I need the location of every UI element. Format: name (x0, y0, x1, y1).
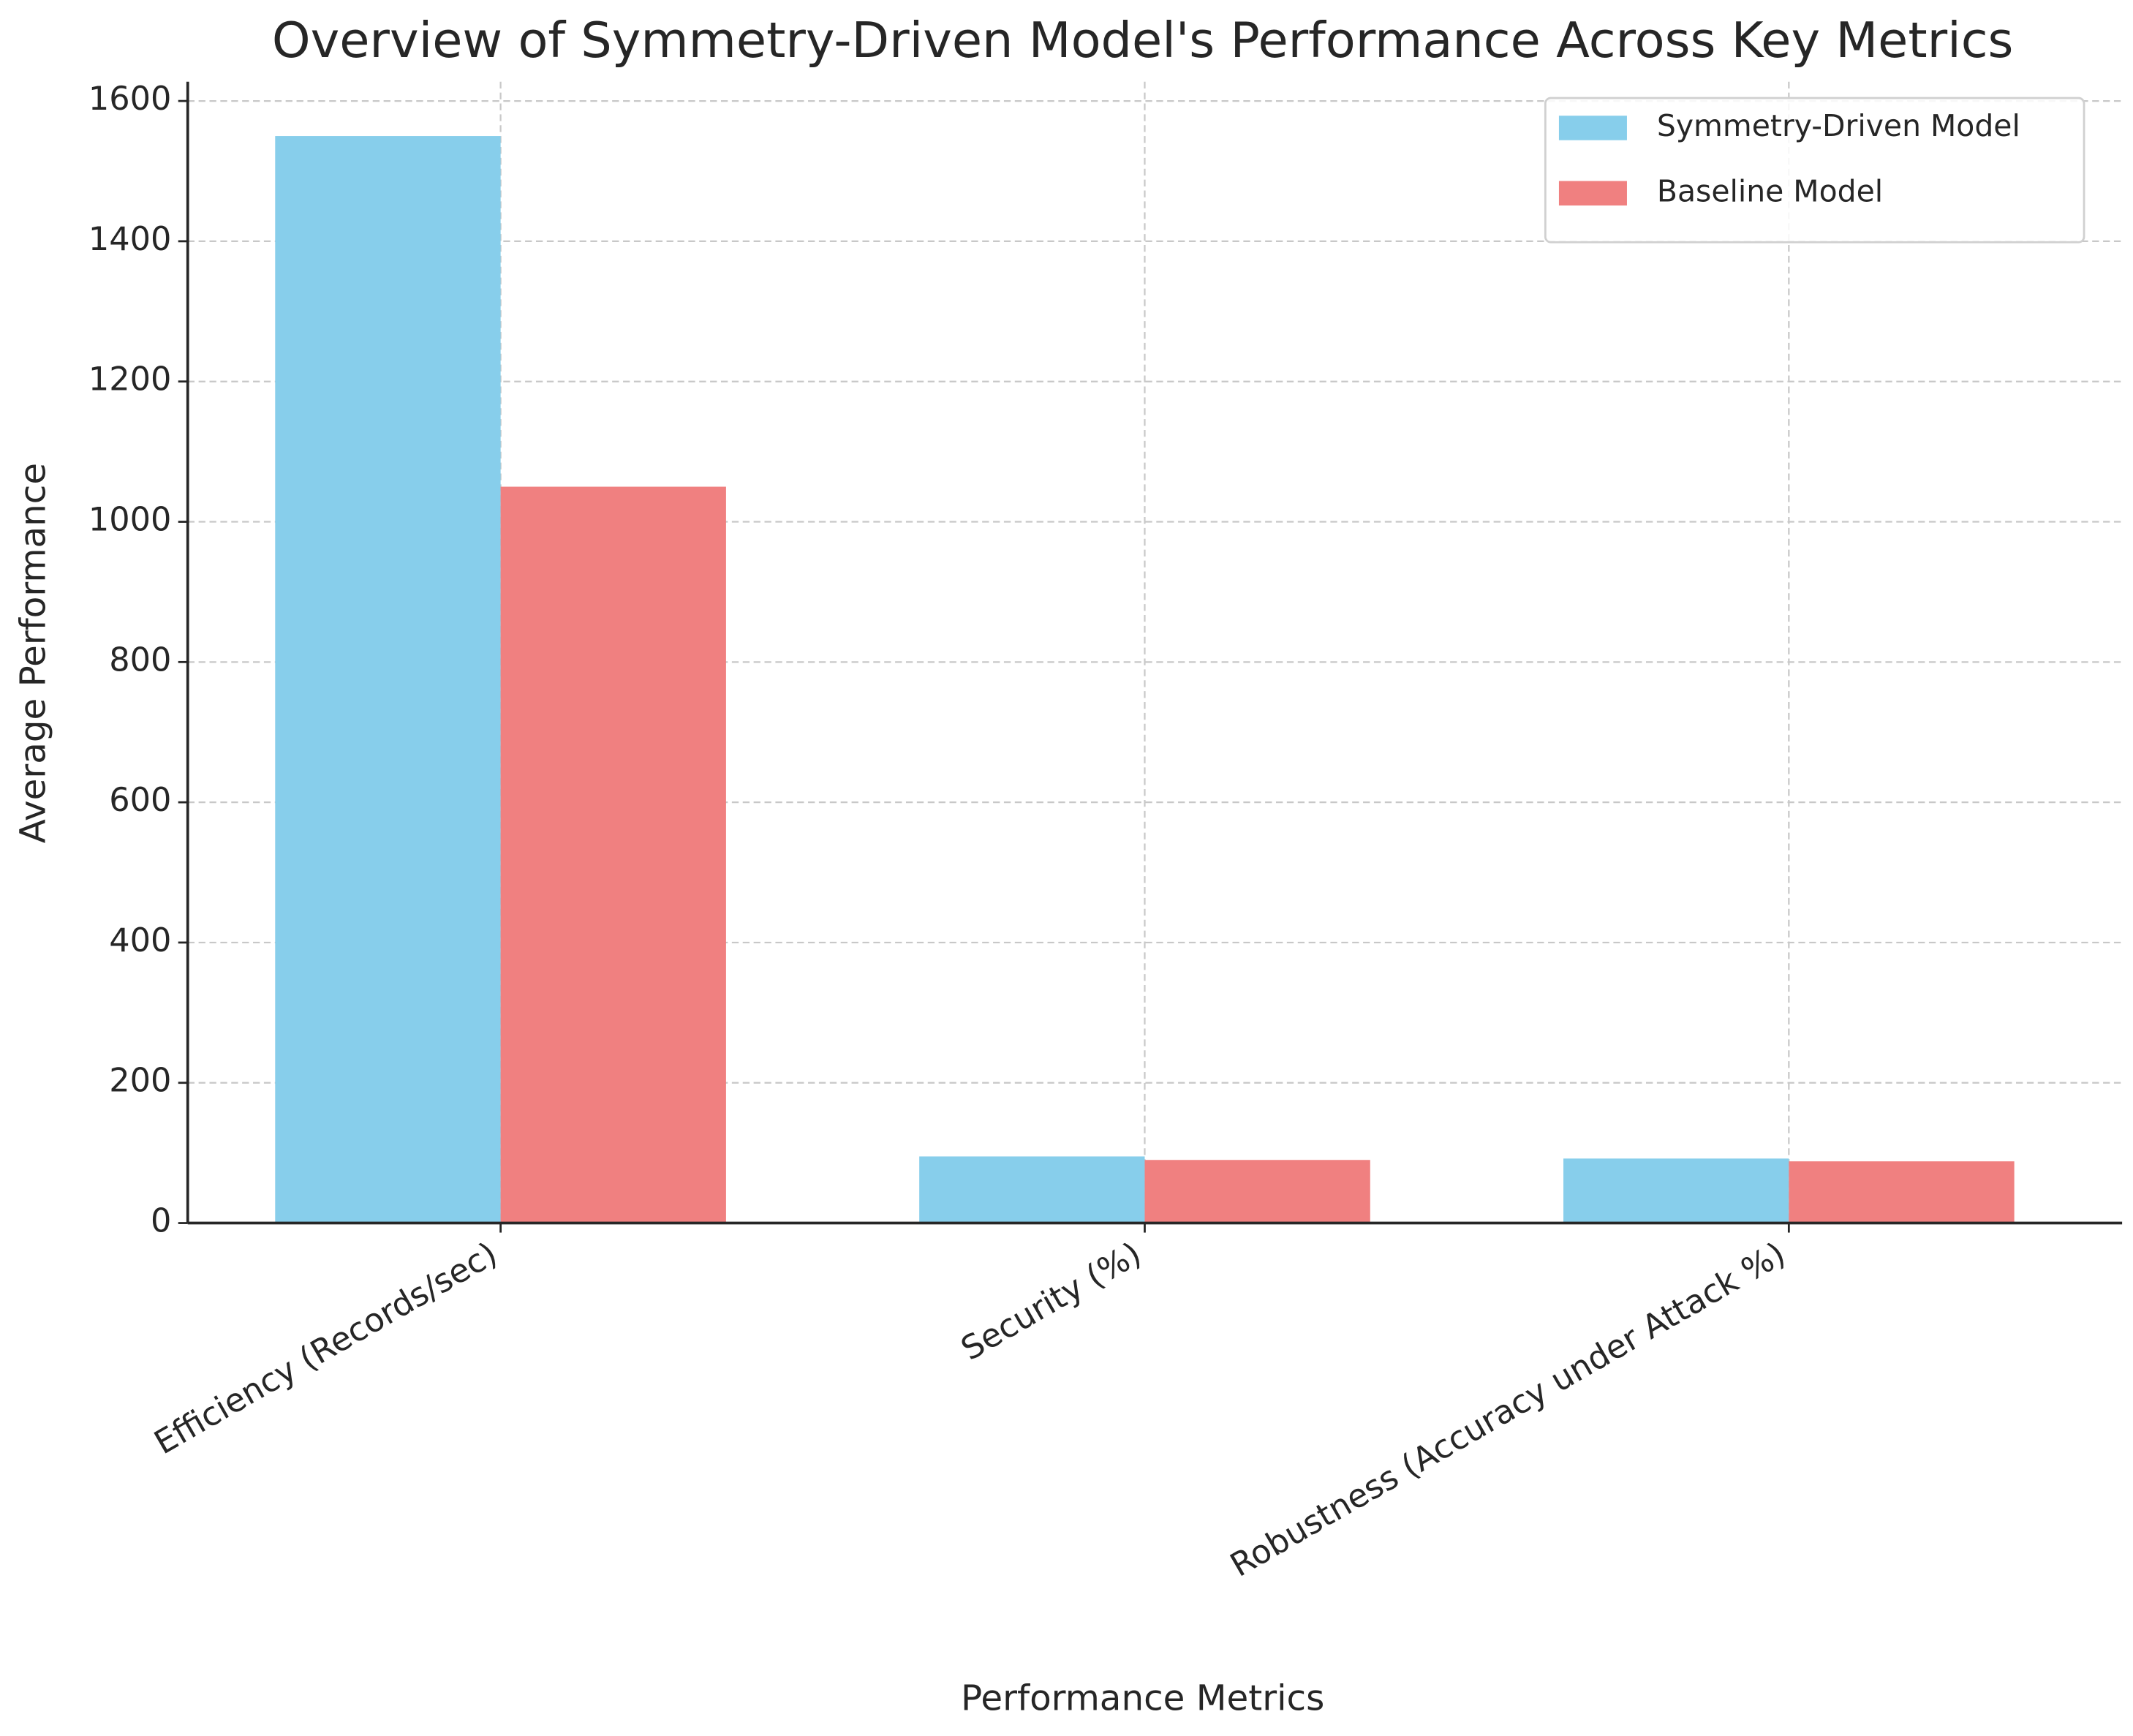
bar (500, 486, 726, 1223)
y-tick-label: 400 (109, 921, 171, 959)
y-tick-label: 0 (151, 1202, 171, 1240)
x-tick-label: Robustness (Accuracy under Attack %) (1224, 1234, 1792, 1584)
y-tick-label: 200 (109, 1062, 171, 1100)
legend-swatch (1558, 181, 1627, 206)
legend-swatch (1558, 116, 1627, 140)
y-axis-label: Average Performance (12, 463, 53, 843)
y-tick-label: 1000 (88, 501, 172, 539)
y-tick-label: 1400 (88, 220, 172, 258)
legend-box (1544, 97, 2085, 244)
x-tick-label: Security (%) (955, 1234, 1148, 1367)
x-tick-label: Efficiency (Records/sec) (148, 1234, 503, 1462)
x-axis-label: Performance Metrics (961, 1678, 1324, 1719)
bar (1144, 1160, 1370, 1223)
y-tick-label: 800 (109, 641, 171, 679)
chart-title: Overview of Symmetry-Driven Model's Perf… (272, 12, 2014, 69)
legend-label: Symmetry-Driven Model (1657, 108, 2020, 143)
bar (275, 136, 501, 1223)
y-tick-label: 1200 (88, 361, 172, 399)
legend-label: Baseline Model (1657, 173, 1883, 208)
bar (1789, 1161, 2015, 1223)
y-tick-label: 600 (109, 781, 171, 819)
y-tick-label: 1600 (88, 80, 172, 118)
bar (919, 1156, 1145, 1223)
bar (1563, 1158, 1789, 1223)
